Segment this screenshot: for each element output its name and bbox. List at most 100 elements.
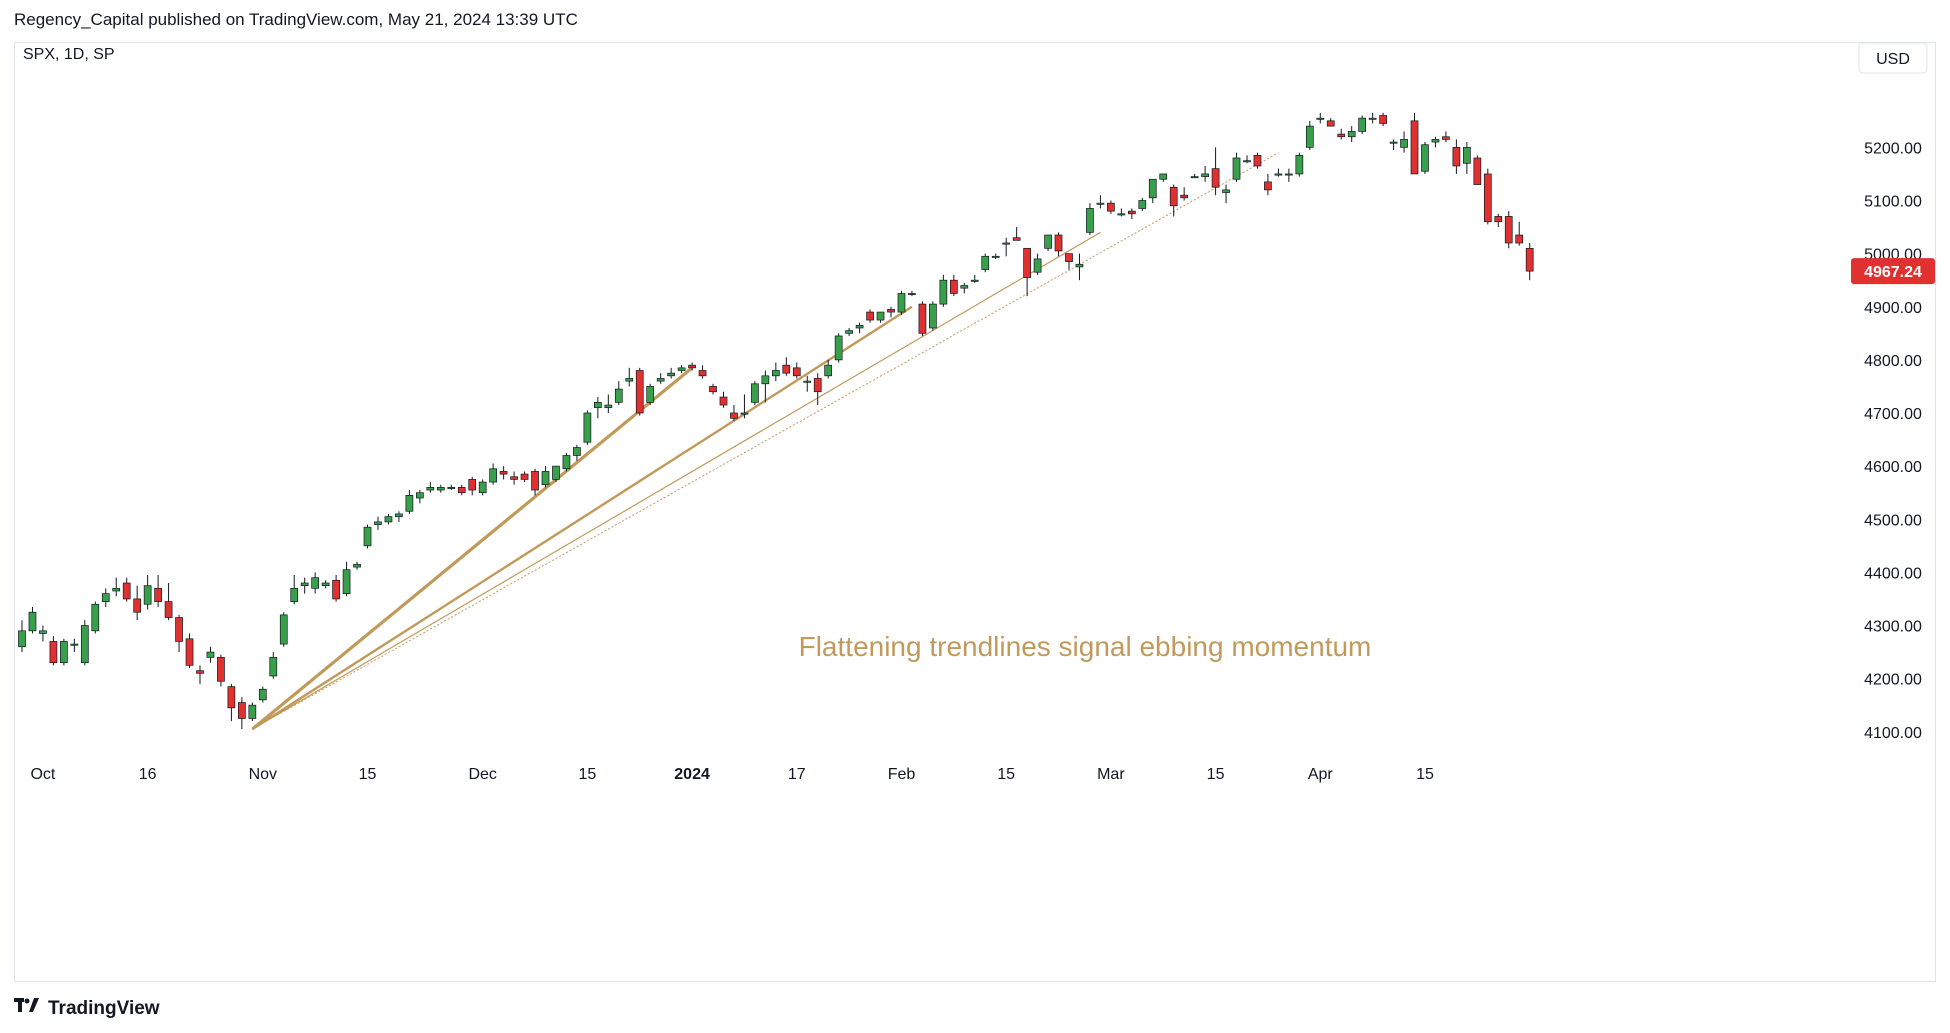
candle-down xyxy=(813,378,822,393)
candle-down xyxy=(719,396,728,406)
trendlines-group xyxy=(251,152,1279,731)
time-tick-label: Feb xyxy=(888,766,916,783)
candle-up xyxy=(855,324,864,329)
candle-down xyxy=(1504,216,1513,244)
candle-up xyxy=(1201,173,1209,177)
candle-up xyxy=(279,614,288,645)
candle-up xyxy=(18,630,26,648)
time-tick-label: 2024 xyxy=(674,766,710,783)
candle-down xyxy=(887,309,895,313)
candle-up xyxy=(206,651,215,658)
annotation-text: Flattening trendlines signal ebbing mome… xyxy=(799,631,1372,662)
candle-up xyxy=(342,569,351,594)
price-tick-label: 4700.00 xyxy=(1864,406,1922,423)
currency-button[interactable] xyxy=(1858,43,1928,74)
candle-up xyxy=(101,593,110,602)
candle-up xyxy=(1285,173,1293,176)
price-tick-label: 4600.00 xyxy=(1864,459,1922,476)
candle-up xyxy=(447,487,456,489)
candle-up xyxy=(1159,173,1168,180)
price-tick-label: 4800.00 xyxy=(1864,353,1922,370)
time-tick-label: 15 xyxy=(578,766,596,783)
time-axis: Oct 16 Nov 15 Dec 15 2024 17 Feb 15 Mar 15 Apr 15 xyxy=(30,766,1433,783)
candle-up xyxy=(91,603,100,632)
candles-group xyxy=(18,112,1534,730)
candle-down xyxy=(1452,147,1461,167)
candle-up xyxy=(384,516,393,523)
candle-down xyxy=(1379,115,1387,124)
candle-down xyxy=(49,641,58,664)
trendline[interactable] xyxy=(252,231,1101,730)
candle-up xyxy=(908,293,916,296)
candle-down xyxy=(122,582,131,600)
candle-down xyxy=(175,617,183,642)
candle-up xyxy=(321,582,330,587)
candle-down xyxy=(688,364,696,369)
candle-down xyxy=(1065,253,1073,262)
candle-down xyxy=(133,598,142,613)
candle-down xyxy=(1473,157,1482,185)
candle-up xyxy=(416,492,424,499)
candle-up xyxy=(1138,200,1147,209)
candle-up xyxy=(845,330,853,334)
candle-up xyxy=(1033,258,1042,273)
candle-up xyxy=(1295,154,1304,175)
price-tick-label: 4300.00 xyxy=(1864,619,1922,636)
time-tick-label: 15 xyxy=(1207,766,1225,783)
candle-down xyxy=(1107,202,1115,212)
price-tick-label: 5200.00 xyxy=(1864,140,1922,157)
candle-up xyxy=(39,630,47,634)
candle-down xyxy=(457,487,466,494)
candle-down xyxy=(1054,234,1063,252)
candle-up xyxy=(1431,139,1440,143)
candle-up xyxy=(489,468,497,483)
trendline[interactable] xyxy=(251,305,913,731)
candle-down xyxy=(918,303,927,334)
candle-up xyxy=(541,471,550,486)
candle-up xyxy=(751,383,759,403)
candle-up xyxy=(1117,213,1126,216)
candle-up xyxy=(667,372,675,377)
candle-up xyxy=(834,335,843,361)
candle-up xyxy=(1347,131,1356,138)
candle-down xyxy=(698,370,707,377)
candle-down xyxy=(1023,247,1031,278)
candle-down xyxy=(154,587,162,602)
trendline[interactable] xyxy=(251,366,694,731)
candle-up xyxy=(60,641,68,664)
last-price-badge xyxy=(1851,258,1935,285)
candle-down xyxy=(782,364,791,374)
price-tick-label: 4400.00 xyxy=(1864,565,1922,582)
candle-up xyxy=(395,513,403,517)
candle-up xyxy=(1002,242,1011,245)
footer-brand: TradingView xyxy=(48,998,160,1019)
candle-down xyxy=(499,471,508,475)
candle-down xyxy=(1264,181,1272,191)
candle-up xyxy=(1421,144,1429,172)
price-tick-label: 4900.00 xyxy=(1864,300,1922,317)
candle-up xyxy=(269,657,278,677)
trendline[interactable] xyxy=(252,152,1279,730)
candle-up xyxy=(300,582,309,587)
candle-down xyxy=(185,638,194,666)
price-tick-label: 4100.00 xyxy=(1864,725,1922,742)
price-tick-label: 4500.00 xyxy=(1864,512,1922,529)
candle-down xyxy=(635,370,644,414)
candle-up xyxy=(939,279,948,305)
candle-up xyxy=(1316,117,1325,120)
candle-down xyxy=(520,473,529,480)
candle-down xyxy=(1483,173,1492,223)
candle-down xyxy=(1494,216,1503,223)
candle-up xyxy=(28,611,37,632)
candle-up xyxy=(593,402,602,409)
candle-up xyxy=(562,455,571,470)
candle-down xyxy=(792,367,801,377)
candle-up xyxy=(771,370,780,377)
candle-up xyxy=(656,378,665,382)
chart-frame: SPX, 1D, SP USD 4100.00 4200.00 4300.00 440… xyxy=(14,42,1936,982)
candle-up xyxy=(1358,117,1367,132)
candle-up xyxy=(625,378,634,382)
time-tick-label: Oct xyxy=(30,766,55,783)
candle-up xyxy=(1243,160,1251,163)
candlestick-chart[interactable]: SPX, 1D, SP USD 4100.00 4200.00 4300.00 440… xyxy=(15,43,1935,981)
